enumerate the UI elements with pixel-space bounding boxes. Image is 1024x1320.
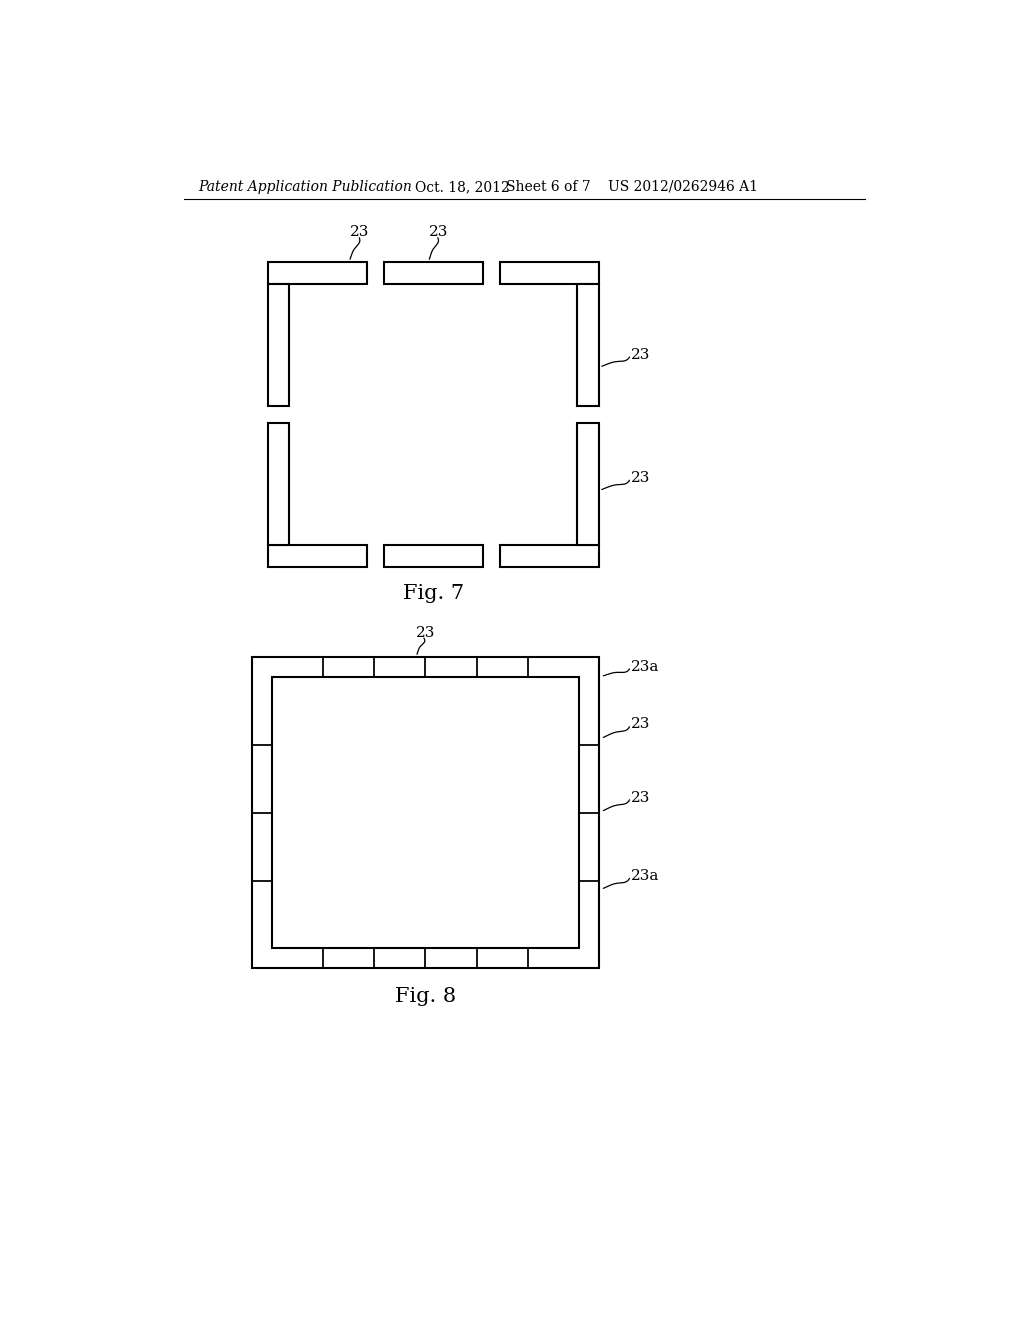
Text: 23: 23 bbox=[416, 627, 435, 640]
Bar bbox=[272, 677, 579, 949]
Text: Patent Application Publication: Patent Application Publication bbox=[199, 180, 412, 194]
Text: 23: 23 bbox=[429, 226, 449, 239]
Text: 23a: 23a bbox=[631, 660, 659, 673]
Text: 23: 23 bbox=[631, 347, 650, 362]
Text: Sheet 6 of 7: Sheet 6 of 7 bbox=[506, 180, 591, 194]
Text: Fig. 7: Fig. 7 bbox=[402, 583, 464, 603]
Text: US 2012/0262946 A1: US 2012/0262946 A1 bbox=[608, 180, 758, 194]
Text: 23: 23 bbox=[631, 791, 650, 804]
Bar bbox=[267, 263, 367, 284]
Bar bbox=[267, 422, 289, 545]
Bar bbox=[578, 422, 599, 545]
Bar bbox=[267, 284, 289, 407]
Bar bbox=[384, 263, 482, 284]
Text: Oct. 18, 2012: Oct. 18, 2012 bbox=[416, 180, 510, 194]
Bar bbox=[500, 263, 599, 284]
Text: Fig. 8: Fig. 8 bbox=[395, 986, 456, 1006]
Bar bbox=[252, 657, 599, 969]
Text: 23: 23 bbox=[350, 226, 370, 239]
Bar bbox=[384, 545, 482, 566]
Text: 23a: 23a bbox=[631, 869, 659, 883]
Bar bbox=[500, 545, 599, 566]
Text: 23: 23 bbox=[631, 717, 650, 731]
Bar bbox=[267, 545, 367, 566]
Text: 23: 23 bbox=[631, 471, 650, 484]
Bar bbox=[578, 284, 599, 407]
